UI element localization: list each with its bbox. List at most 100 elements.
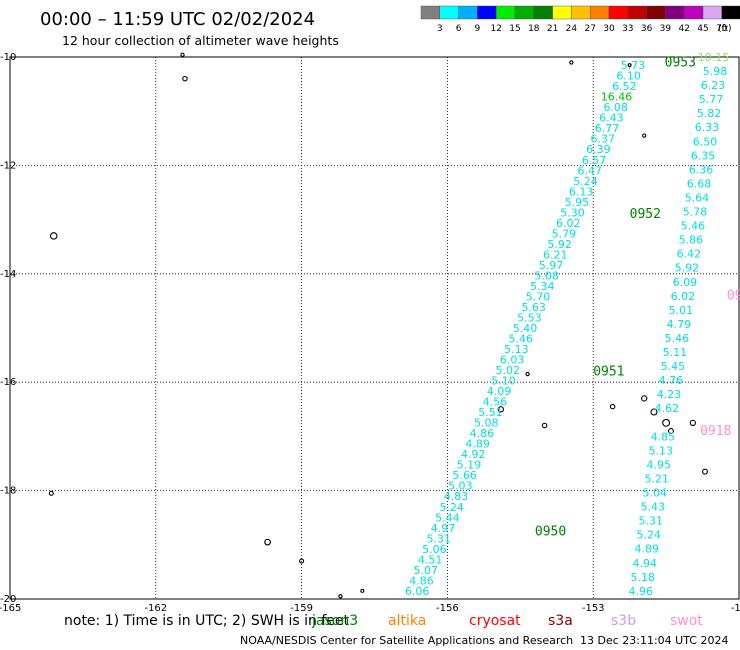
y-tick-label: -20 bbox=[0, 594, 16, 605]
wave-height-label: 5.46 bbox=[508, 333, 533, 346]
island-outline bbox=[525, 371, 530, 377]
plot-frame bbox=[9, 56, 740, 600]
legend-swatch bbox=[721, 5, 740, 20]
wave-height-label: 4.96 bbox=[628, 585, 653, 598]
legend-swatch bbox=[646, 5, 666, 20]
wave-height-label: 5.19 bbox=[457, 459, 482, 472]
island-outline bbox=[541, 422, 548, 429]
island-outline bbox=[641, 395, 648, 402]
wave-height-label: 5.13 bbox=[504, 343, 529, 356]
legend-tick-label: 18 bbox=[528, 24, 540, 34]
legend-unit: (ft) bbox=[718, 24, 732, 34]
legend-tick-label: 24 bbox=[566, 24, 578, 34]
wave-height-label: 5.07 bbox=[414, 564, 439, 577]
x-tick-label: -153 bbox=[582, 603, 605, 614]
wave-height-label: 4.76 bbox=[659, 374, 684, 387]
wave-height-label: 16.46 bbox=[601, 91, 633, 104]
legend-tick-label: 39 bbox=[660, 24, 672, 34]
legend-tick-label: 15 bbox=[509, 24, 520, 34]
wave-height-label: 5.73 bbox=[621, 59, 646, 72]
x-tick-label: -15 bbox=[731, 603, 740, 614]
wave-height-label: 10.15 bbox=[698, 51, 730, 64]
wave-height-label: 5.45 bbox=[661, 360, 686, 373]
wave-height-label: 4.86 bbox=[409, 574, 434, 587]
wave-height-label: 6.43 bbox=[599, 112, 624, 125]
wave-height-label: 5.78 bbox=[683, 206, 708, 219]
island-outline bbox=[338, 594, 343, 599]
wave-height-label: 5.10 bbox=[491, 375, 516, 388]
island-outline bbox=[609, 403, 616, 410]
island-outline bbox=[264, 538, 271, 546]
x-tick-label: -156 bbox=[436, 603, 459, 614]
wave-height-label: 6.10 bbox=[616, 70, 641, 83]
legend-tick-label: 45 bbox=[697, 24, 708, 34]
chart-title: 00:00 – 11:59 UTC 02/02/2024 bbox=[40, 9, 315, 30]
legend-swatch bbox=[533, 5, 553, 20]
island-outline bbox=[702, 468, 708, 475]
legend-swatch bbox=[514, 5, 534, 20]
legend-swatch bbox=[552, 5, 572, 20]
wave-height-label: 4.92 bbox=[461, 448, 486, 461]
wave-height-label: 5.24 bbox=[573, 175, 598, 188]
wave-height-label: 5.04 bbox=[643, 487, 668, 500]
wave-height-label: 4.97 bbox=[431, 522, 456, 535]
pass-time-label: 0950 bbox=[535, 524, 566, 539]
wave-height-label: 5.21 bbox=[645, 472, 670, 485]
chart-subtitle: 12 hour collection of altimeter wave hei… bbox=[62, 33, 339, 48]
wave-height-label: 5.08 bbox=[534, 269, 559, 282]
x-tick-label: -162 bbox=[144, 603, 167, 614]
pass-time-label: 0951 bbox=[593, 364, 624, 379]
wave-height-label: 6.02 bbox=[671, 290, 696, 303]
island-outline bbox=[182, 75, 188, 82]
satellite-legend-entry: jason3 bbox=[311, 613, 358, 629]
satellite-legend-entry: altika bbox=[388, 613, 426, 629]
satellite-legend-entry: cryosat bbox=[469, 613, 521, 629]
footer-note: note: 1) Time is in UTC; 2) SWH is in fe… bbox=[64, 613, 350, 629]
wave-height-label: 5.02 bbox=[496, 364, 521, 377]
wave-height-label: 4.89 bbox=[635, 543, 660, 556]
legend-tick-label: 12 bbox=[490, 24, 501, 34]
wave-height-label: 4.86 bbox=[470, 427, 495, 440]
wave-height-label: 5.43 bbox=[641, 501, 666, 514]
wave-height-label: 6.50 bbox=[693, 135, 718, 148]
wave-height-label: 6.33 bbox=[695, 121, 720, 134]
color-legend: 3 6 9 12 15 18 21 24 27 30 33 36 39 42 45 70(ft) bbox=[420, 5, 740, 34]
wave-height-label: 5.66 bbox=[452, 469, 477, 482]
legend-swatch bbox=[702, 5, 722, 20]
wave-height-label: 5.98 bbox=[703, 65, 728, 78]
wave-height-label: 5.24 bbox=[637, 529, 662, 542]
legend-tick-label: 42 bbox=[678, 24, 689, 34]
island-outline bbox=[569, 60, 574, 65]
y-tick-label: -16 bbox=[0, 377, 16, 388]
wave-height-label: 5.31 bbox=[639, 515, 664, 528]
wave-height-label: 4.62 bbox=[655, 402, 680, 415]
footer-timestamp: 13 Dec 23:11:04 UTC 2024 bbox=[580, 634, 728, 647]
legend-swatch bbox=[627, 5, 647, 20]
wave-height-label: 5.24 bbox=[439, 501, 464, 514]
wave-height-label: 5.06 bbox=[422, 543, 447, 556]
wave-height-label: 5.30 bbox=[560, 206, 585, 219]
island-outline bbox=[650, 408, 658, 416]
y-tick-label: -18 bbox=[0, 486, 16, 497]
pass-time-label: 0952 bbox=[630, 207, 661, 222]
legend-swatch bbox=[496, 5, 516, 20]
legend-tick-label: 70 bbox=[716, 24, 728, 34]
legend-tick-label: 30 bbox=[603, 24, 615, 34]
wave-height-label: 6.42 bbox=[677, 248, 702, 261]
island-outline bbox=[48, 490, 54, 496]
wave-height-label: 4.95 bbox=[647, 458, 672, 471]
y-tick-label: -14 bbox=[0, 269, 16, 280]
wave-height-label: 5.63 bbox=[521, 301, 546, 314]
wave-height-label: 4.83 bbox=[444, 490, 469, 503]
axis-tick-labels: -165 -162 -159 -156 -153 -15 -10 -12 -14 -16 -18 -2… bbox=[0, 52, 740, 614]
footer: note: 1) Time is in UTC; 2) SWH is in fe… bbox=[64, 613, 728, 647]
wave-height-label: 5.34 bbox=[530, 280, 555, 293]
island-outline bbox=[689, 419, 696, 426]
wave-height-label: 4.51 bbox=[418, 553, 443, 566]
island-outline bbox=[497, 406, 505, 413]
legend-tick-label: 6 bbox=[456, 24, 462, 34]
wave-height-label: 4.09 bbox=[487, 385, 512, 398]
wave-height-label: 6.47 bbox=[578, 164, 603, 177]
legend-swatch bbox=[608, 5, 628, 20]
